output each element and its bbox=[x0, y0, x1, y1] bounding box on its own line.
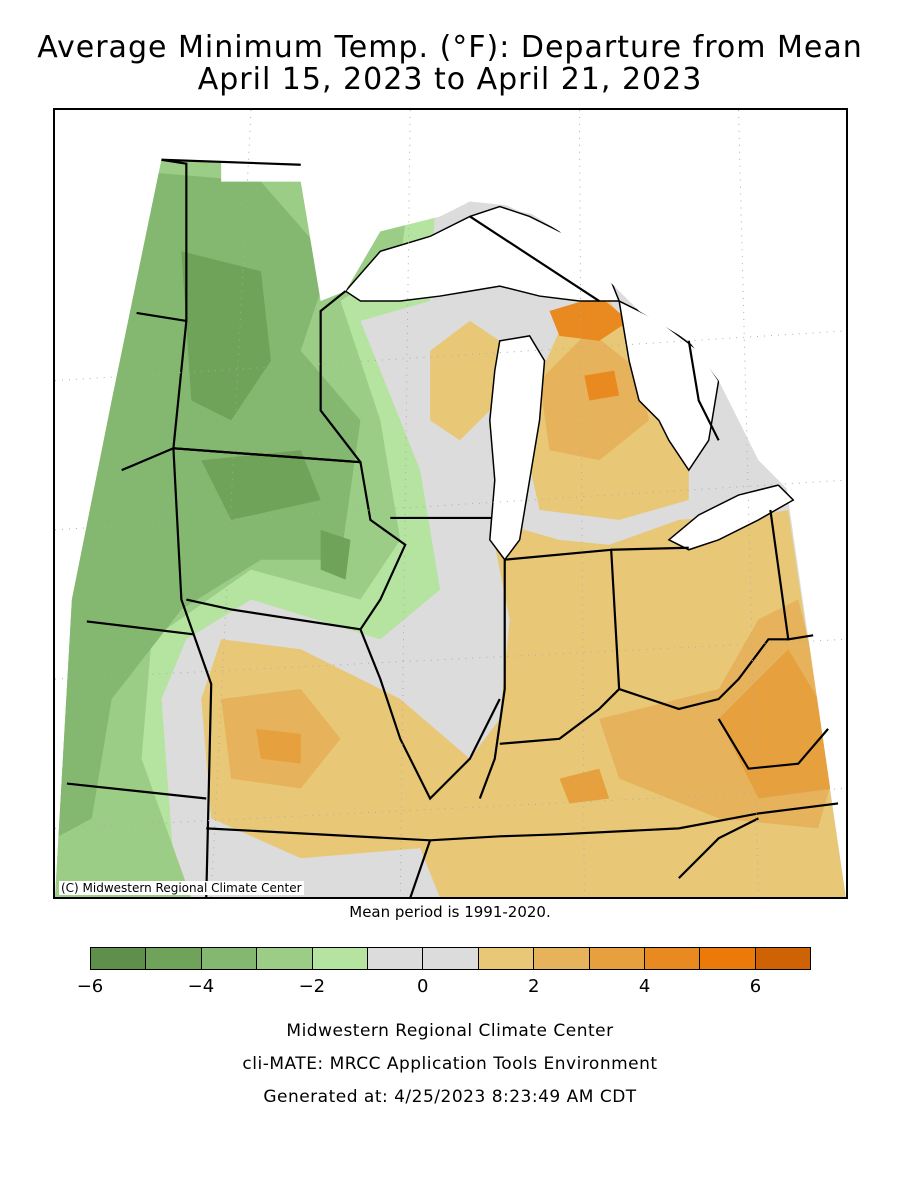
map-title-line1: Average Minimum Temp. (°F): Departure fr… bbox=[37, 30, 863, 65]
legend-swatch bbox=[312, 948, 368, 969]
region-warm-6 bbox=[255, 728, 301, 764]
legend-swatch bbox=[755, 948, 811, 969]
region-warm-7 bbox=[559, 768, 610, 804]
departure-map bbox=[55, 110, 846, 897]
color-legend bbox=[90, 947, 811, 970]
footer-app: cli-MATE: MRCC Application Tools Environ… bbox=[242, 1054, 658, 1074]
state-boundaries bbox=[66, 158, 839, 897]
legend-swatch bbox=[257, 948, 313, 969]
legend-swatch bbox=[423, 948, 479, 969]
map-panel: (C) Midwestern Regional Climate Center bbox=[53, 108, 848, 899]
region-cooler-west-5 bbox=[201, 450, 321, 520]
legend-swatch bbox=[146, 948, 202, 969]
region-warmer-wi bbox=[430, 320, 500, 441]
legend-swatch bbox=[589, 948, 645, 969]
legend-swatch bbox=[367, 948, 424, 969]
region-warm-9 bbox=[584, 370, 620, 401]
legend-tick-label: 6 bbox=[749, 976, 762, 997]
lake-erie bbox=[667, 484, 795, 551]
region-warm-8 bbox=[549, 296, 630, 341]
legend-swatch bbox=[644, 948, 701, 969]
legend-tick-label: 2 bbox=[527, 976, 540, 997]
legend-swatch bbox=[201, 948, 258, 969]
legend-swatch bbox=[534, 948, 590, 969]
lake-michigan bbox=[489, 335, 546, 561]
legend-tick-label: −6 bbox=[76, 976, 104, 997]
footer-generated: Generated at: 4/25/2023 8:23:49 AM CDT bbox=[263, 1087, 637, 1107]
legend-tick-label: 0 bbox=[417, 976, 429, 997]
legend-tick-label: 4 bbox=[638, 976, 651, 997]
map-copyright: (C) Midwestern Regional Climate Center bbox=[59, 881, 304, 895]
legend-tick-label: −2 bbox=[298, 976, 326, 997]
legend-tick-label: −4 bbox=[187, 976, 215, 997]
region-warm-5 bbox=[718, 649, 834, 799]
region-cooler-west-4 bbox=[181, 251, 271, 421]
map-title-line2: April 15, 2023 to April 21, 2023 bbox=[197, 62, 703, 97]
canada-area bbox=[221, 111, 846, 491]
footer-org: Midwestern Regional Climate Center bbox=[286, 1021, 614, 1041]
legend-swatch bbox=[700, 948, 756, 969]
region-cooler-west-6 bbox=[320, 529, 351, 580]
legend-swatch bbox=[91, 948, 147, 969]
mean-period-note: Mean period is 1991-2020. bbox=[349, 903, 551, 921]
lake-huron bbox=[618, 299, 720, 472]
region-cooler-west-3 bbox=[55, 171, 361, 839]
legend-swatch bbox=[478, 948, 535, 969]
